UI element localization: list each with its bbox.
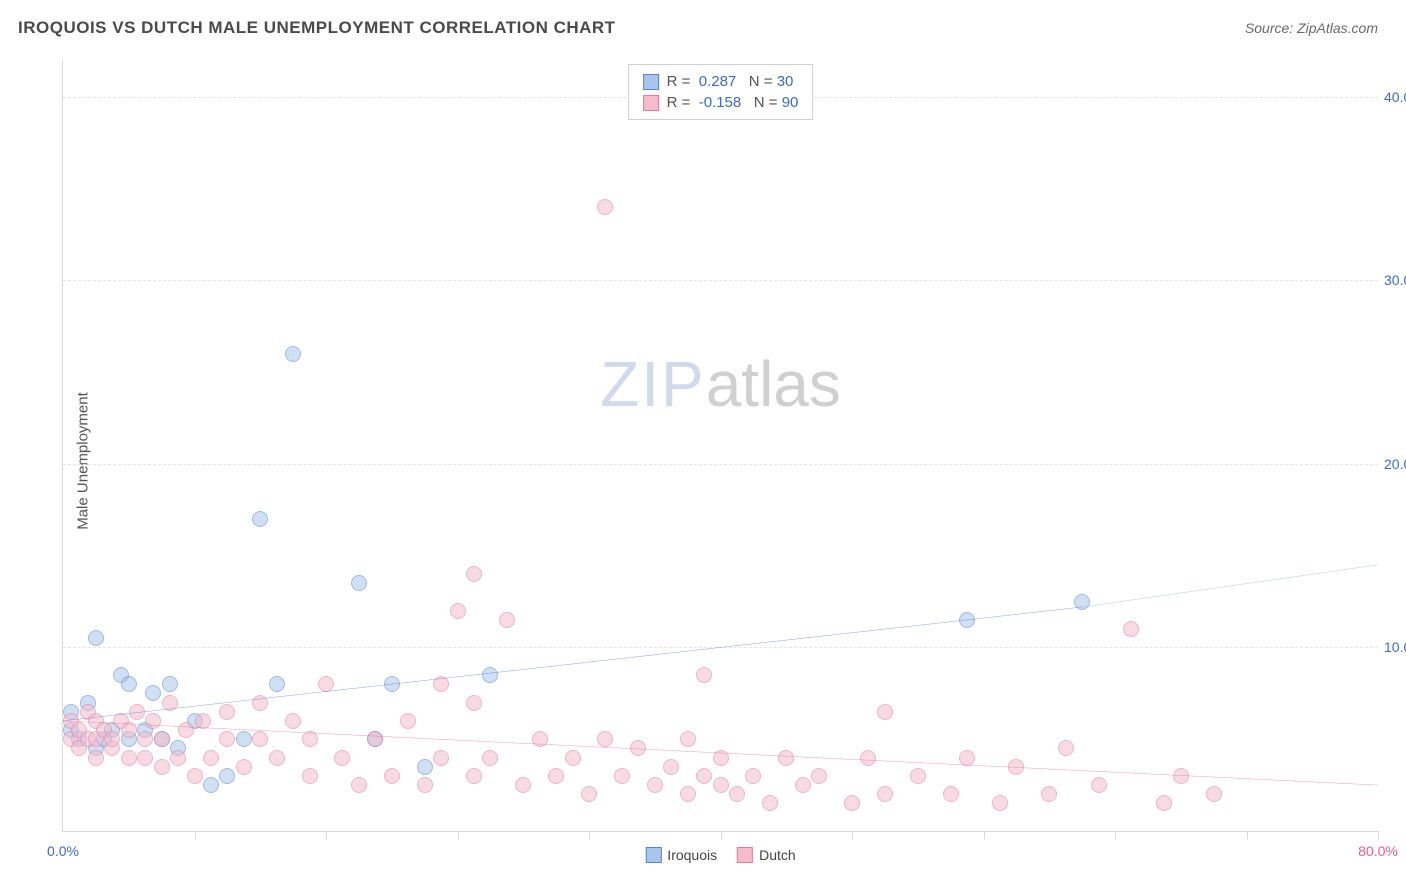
x-tick (1115, 831, 1116, 839)
trend-line-extrapolated (1082, 565, 1378, 607)
legend-swatch (643, 74, 659, 90)
legend-swatch (645, 847, 661, 863)
x-tick (326, 831, 327, 839)
series-legend-label: Iroquois (667, 847, 717, 863)
correlation-legend: R = 0.287 N = 30 R = -0.158 N = 90 (628, 64, 814, 120)
x-tick-label: 0.0% (47, 843, 79, 859)
series-legend: Iroquois Dutch (645, 847, 795, 863)
chart-area: Male Unemployment ZIPatlas R = 0.287 N =… (18, 50, 1378, 872)
legend-stats: R = 0.287 N = 30 (667, 73, 794, 90)
plot-region: ZIPatlas R = 0.287 N = 30R = -0.158 N = … (62, 60, 1378, 832)
x-tick (1247, 831, 1248, 839)
y-tick-label: 10.0% (1384, 639, 1406, 655)
x-tick (458, 831, 459, 839)
y-tick-label: 40.0% (1384, 89, 1406, 105)
trend-lines-layer (63, 60, 1378, 831)
legend-stats: R = -0.158 N = 90 (667, 94, 799, 111)
trend-line (63, 721, 1378, 785)
legend-swatch (643, 95, 659, 111)
x-tick (195, 831, 196, 839)
x-tick (721, 831, 722, 839)
x-tick-label: 80.0% (1358, 843, 1398, 859)
x-tick (984, 831, 985, 839)
series-legend-item: Iroquois (645, 847, 717, 863)
series-legend-item: Dutch (737, 847, 796, 863)
x-tick (852, 831, 853, 839)
source-attribution: Source: ZipAtlas.com (1245, 20, 1378, 36)
y-tick-label: 30.0% (1384, 272, 1406, 288)
y-tick-label: 20.0% (1384, 456, 1406, 472)
x-tick (589, 831, 590, 839)
x-tick (1378, 831, 1379, 839)
legend-row: R = 0.287 N = 30 (643, 71, 799, 92)
legend-swatch (737, 847, 753, 863)
series-legend-label: Dutch (759, 847, 796, 863)
legend-row: R = -0.158 N = 90 (643, 92, 799, 113)
chart-title: IROQUOIS VS DUTCH MALE UNEMPLOYMENT CORR… (18, 18, 616, 38)
trend-line (63, 607, 1082, 721)
